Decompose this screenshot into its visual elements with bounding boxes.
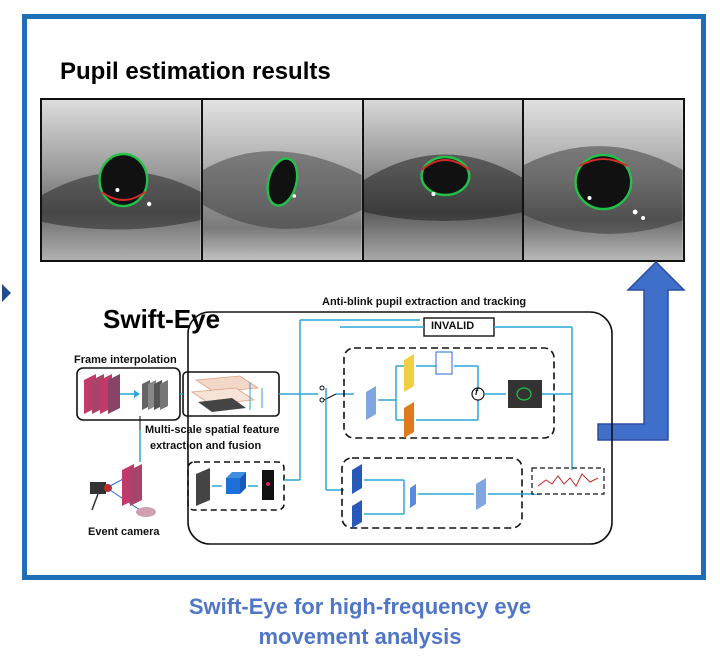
- eye-image-2: [202, 100, 364, 260]
- track-fuse-icon: [410, 484, 416, 508]
- caption-line-2: movement analysis: [258, 624, 462, 649]
- multi-scale-label-1: Multi-scale spatial feature: [145, 424, 280, 436]
- eye-image-1: [42, 100, 203, 260]
- frame-interpolation-label: Frame interpolation: [74, 354, 177, 366]
- track-layer-1-icon: [352, 464, 362, 494]
- track-layer-2-icon: [352, 500, 362, 528]
- eye-image-4: [524, 100, 683, 260]
- trajectory-line: [537, 473, 599, 487]
- feature-pyramid-icon: [190, 375, 263, 412]
- left-arrow-icon: [2, 284, 11, 302]
- event-camera-icon: [90, 464, 156, 517]
- event-camera-label: Event camera: [88, 526, 160, 538]
- trajectory-plot-box: [531, 467, 605, 495]
- invalid-label: INVALID: [431, 320, 475, 332]
- interpolated-stack-icon: [142, 380, 168, 410]
- orange-layer-icon: [404, 402, 414, 438]
- cube-icon: [226, 472, 246, 494]
- results-title: Pupil estimation results: [60, 58, 331, 85]
- anti-blink-label: Anti-blink pupil extraction and tracking: [322, 296, 527, 308]
- encoder-layer-icon: [366, 386, 376, 420]
- pupil-results-strip: [40, 98, 685, 262]
- pupil-result-thumb-icon: [508, 380, 542, 408]
- output-arrow-shape: [597, 260, 686, 441]
- swift-eye-label: Swift-Eye: [103, 304, 221, 334]
- tracking-box: [341, 457, 523, 529]
- yellow-layer-icon: [404, 354, 414, 392]
- frame-stack-icon: [84, 374, 120, 414]
- multi-scale-label-2: extraction and fusion: [150, 440, 262, 452]
- fusion-node-icon: [471, 387, 485, 401]
- f-symbol-label: f: [475, 387, 478, 397]
- track-out-layer-icon: [476, 478, 486, 510]
- caption-line-1: Swift-Eye for high-frequency eye: [188, 594, 532, 619]
- pupil-extraction-box: [343, 347, 555, 439]
- event-branch-box: [187, 461, 285, 511]
- anti-blink-container: [187, 311, 613, 545]
- event-frame-icon: [196, 468, 210, 506]
- feature-map-icon: [435, 351, 453, 375]
- eye-image-3: [363, 100, 525, 260]
